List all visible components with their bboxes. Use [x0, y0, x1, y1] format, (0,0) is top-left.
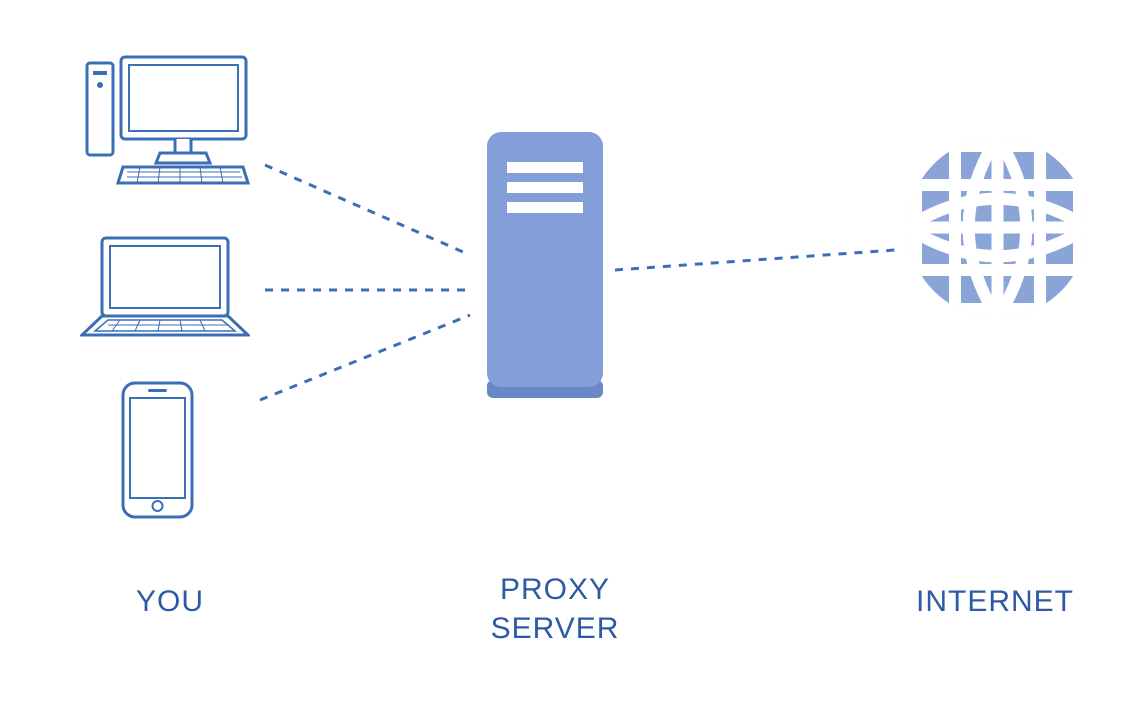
- smartphone-icon: [120, 380, 195, 520]
- proxy-diagram: YOU PROXY SERVER INTERNET: [0, 0, 1140, 723]
- line-phone-proxy: [260, 315, 470, 400]
- label-you: YOU: [120, 585, 220, 619]
- desktop-computer-icon: [85, 55, 250, 185]
- server-icon: [485, 130, 605, 400]
- label-internet: INTERNET: [895, 585, 1095, 619]
- label-proxy: PROXY SERVER: [470, 570, 640, 648]
- line-proxy-globe: [615, 250, 895, 270]
- line-desktop-proxy: [265, 165, 470, 255]
- globe-icon: [905, 135, 1090, 320]
- laptop-icon: [80, 235, 250, 340]
- label-proxy-text: PROXY SERVER: [491, 573, 620, 645]
